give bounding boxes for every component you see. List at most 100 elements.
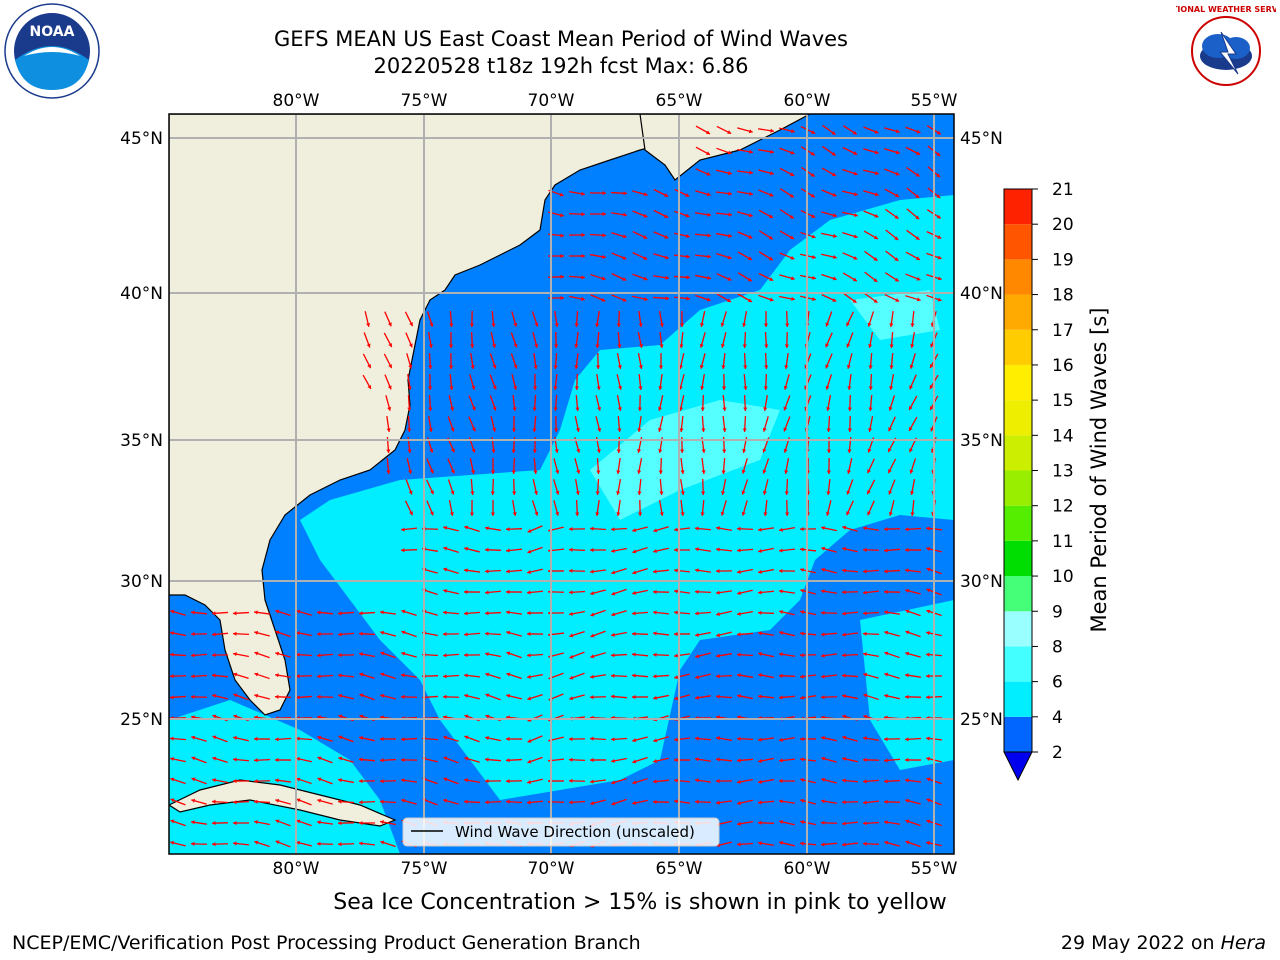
- wind-arrow-head: [638, 386, 643, 390]
- wind-arrow-head: [555, 511, 560, 516]
- wind-arrow-head: [826, 470, 831, 474]
- wind-arrow: [821, 547, 837, 553]
- wind-arrow: [632, 210, 648, 218]
- wind-arrow-head: [804, 385, 809, 390]
- wind-arrow-head: [409, 322, 413, 327]
- wind-arrow: [701, 436, 705, 454]
- wind-arrow-head: [910, 323, 915, 327]
- wind-arrow-head: [905, 694, 909, 699]
- wind-arrow-head: [170, 609, 175, 614]
- wind-arrow: [253, 800, 271, 804]
- wind-arrow-head: [233, 672, 238, 677]
- wind-arrow-head: [789, 214, 794, 219]
- wind-arrow-head: [359, 611, 363, 616]
- ocean-mid-period: [300, 195, 954, 800]
- wind-arrow-head: [821, 777, 826, 782]
- lat-labels-left: 45°N40°N35°N30°N25°N: [120, 129, 163, 730]
- wind-arrow: [758, 272, 774, 282]
- wind-arrow: [638, 478, 642, 496]
- wind-arrow-head: [674, 799, 678, 804]
- wind-arrow: [715, 695, 733, 699]
- wind-arrow: [715, 674, 733, 678]
- wind-arrow: [660, 457, 662, 475]
- wind-arrow: [611, 757, 627, 763]
- wind-arrow-head: [233, 820, 237, 826]
- wind-arrow-head: [254, 610, 258, 615]
- wind-arrow: [425, 479, 435, 495]
- wind-arrow: [631, 633, 649, 635]
- wind-arrow-head: [686, 254, 690, 259]
- wind-arrow-head: [581, 296, 585, 301]
- wind-arrow: [884, 631, 900, 637]
- lat-label-right: 35°N: [960, 431, 1003, 451]
- wind-arrow-head: [737, 569, 741, 574]
- wind-arrow-head: [601, 297, 606, 302]
- wind-arrow-head: [611, 632, 615, 637]
- wind-arrow: [784, 458, 790, 474]
- wind-arrow-head: [275, 737, 279, 742]
- wind-arrow: [568, 275, 586, 279]
- wind-arrow: [779, 716, 795, 720]
- wind-arrow-head: [821, 653, 825, 658]
- wind-arrow: [800, 778, 816, 784]
- wind-arrow-head: [905, 609, 910, 614]
- wind-arrow-head: [716, 526, 720, 531]
- wind-arrow: [589, 233, 607, 237]
- wind-arrow: [679, 395, 685, 411]
- wind-arrow: [611, 610, 627, 616]
- wind-arrow-head: [905, 588, 910, 593]
- wind-arrow: [405, 479, 413, 495]
- wind-arrow-head: [810, 193, 815, 198]
- wind-arrow-head: [743, 386, 748, 390]
- colorbar-tick-label: 2: [1052, 743, 1063, 763]
- wind-arrow-head: [254, 758, 258, 763]
- wind-arrow: [383, 332, 393, 348]
- wind-arrow-head: [492, 406, 497, 411]
- wind-arrow-head: [506, 820, 510, 825]
- wind-arrow: [448, 395, 454, 411]
- wind-arrow-head: [783, 427, 788, 432]
- wind-arrow: [702, 478, 704, 496]
- wind-arrow: [464, 525, 480, 533]
- wind-arrow: [820, 716, 838, 720]
- wind-arrow-head: [910, 344, 915, 348]
- wind-arrow-head: [296, 777, 301, 782]
- wind-arrow: [700, 311, 706, 327]
- wind-arrow-head: [387, 322, 392, 327]
- wind-arrow-head: [863, 736, 867, 741]
- wind-arrow-head: [863, 800, 867, 805]
- wind-arrow-head: [926, 546, 931, 551]
- wind-arrow: [611, 798, 627, 806]
- wind-arrow-head: [821, 799, 825, 804]
- wind-arrow: [469, 374, 475, 390]
- wind-arrow-head: [659, 323, 664, 327]
- wind-arrow: [652, 569, 670, 573]
- wind-arrow: [489, 395, 497, 411]
- wind-arrow-head: [916, 256, 921, 261]
- wind-arrow: [254, 651, 270, 659]
- footer-date: 29 May 2022 on Hera: [1061, 932, 1266, 954]
- wind-arrow-head: [658, 449, 663, 453]
- wind-arrow: [742, 311, 748, 327]
- wind-arrow: [568, 548, 586, 552]
- wind-arrow: [737, 211, 753, 217]
- wind-arrow-head: [680, 512, 685, 516]
- wind-arrow-head: [695, 675, 700, 680]
- wind-arrow-head: [611, 822, 616, 827]
- wind-arrow: [275, 840, 291, 848]
- wind-arrow: [569, 295, 585, 301]
- wind-arrow: [632, 273, 648, 281]
- wind-arrow: [552, 479, 560, 495]
- wind-arrow-head: [469, 323, 474, 327]
- wind-arrow-head: [716, 612, 720, 617]
- wind-arrow-head: [422, 840, 427, 845]
- wind-arrow: [885, 250, 899, 262]
- wind-arrow: [864, 250, 878, 262]
- wind-arrow: [531, 311, 539, 327]
- wind-arrow-head: [863, 757, 867, 762]
- wind-arrow-head: [548, 675, 553, 680]
- wind-arrow: [617, 499, 621, 517]
- wind-arrow-head: [602, 211, 606, 217]
- wind-arrow: [884, 127, 900, 133]
- wind-arrow-head: [485, 714, 490, 719]
